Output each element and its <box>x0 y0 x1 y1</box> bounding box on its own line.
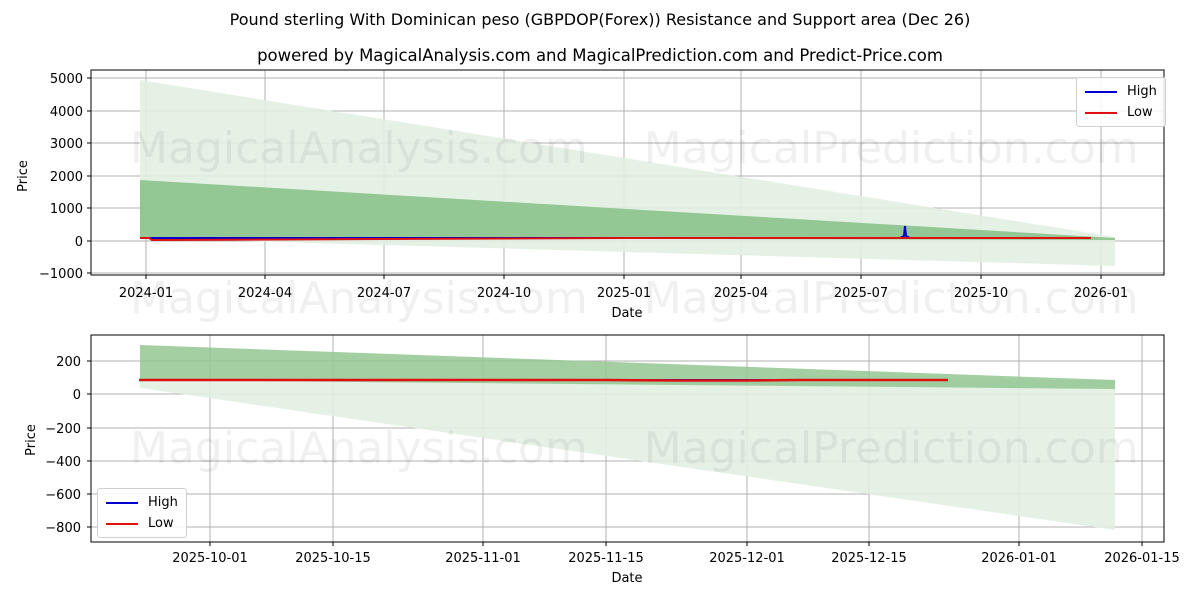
svg-text:2025-10-15: 2025-10-15 <box>295 551 371 566</box>
svg-text:2025-12-01: 2025-12-01 <box>709 551 785 566</box>
svg-text:3000: 3000 <box>50 137 83 152</box>
svg-text:2025-10-01: 2025-10-01 <box>172 551 248 566</box>
legend-item-low: Low <box>106 513 178 534</box>
svg-text:0: 0 <box>73 388 81 403</box>
bottom-band-light <box>140 380 1115 530</box>
bottom-chart: MagicalAnalysis.com MagicalPrediction.co… <box>24 334 1180 586</box>
svg-text:2025-07: 2025-07 <box>834 286 888 301</box>
bottom-y-axis-label: Price <box>24 424 39 456</box>
top-axes-frame <box>90 69 1165 276</box>
bottom-low-line <box>139 378 948 382</box>
watermark: MagicalAnalysis.com MagicalPrediction.co… <box>130 123 1139 174</box>
svg-text:2026-01: 2026-01 <box>1074 286 1128 301</box>
top-y-tick-labels: 5000 4000 3000 2000 1000 0 −1000 <box>39 72 83 282</box>
svg-text:−600: −600 <box>45 488 81 503</box>
svg-text:−800: −800 <box>45 521 81 536</box>
svg-text:4000: 4000 <box>50 105 83 120</box>
watermark: MagicalAnalysis.com MagicalPrediction.co… <box>130 273 1139 324</box>
bottom-axes-frame <box>90 334 1165 543</box>
top-chart: MagicalAnalysis.com MagicalPrediction.co… <box>16 69 1165 324</box>
top-x-tick-labels: 2024-01 2024-04 2024-07 2024-10 2025-01 … <box>119 286 1128 301</box>
legend-item-high: High <box>106 492 178 513</box>
svg-text:2025-01: 2025-01 <box>597 286 651 301</box>
low-line-swatch-icon <box>1085 111 1117 114</box>
top-y-axis-label: Price <box>16 160 31 192</box>
bottom-x-ticks <box>209 542 1143 546</box>
legend-label-low: Low <box>148 516 174 531</box>
top-band-dark <box>140 180 1115 240</box>
svg-text:200: 200 <box>56 355 81 370</box>
legend-item-high: High <box>1085 81 1157 102</box>
bottom-x-axis-label: Date <box>611 571 642 586</box>
svg-text:0: 0 <box>75 235 83 250</box>
svg-text:5000: 5000 <box>50 72 83 87</box>
svg-text:−400: −400 <box>45 455 81 470</box>
svg-text:−200: −200 <box>45 422 81 437</box>
svg-text:2025-04: 2025-04 <box>714 286 768 301</box>
legend-item-low: Low <box>1085 102 1157 123</box>
svg-text:2025-11-01: 2025-11-01 <box>445 551 521 566</box>
high-line-swatch-icon <box>1085 90 1117 93</box>
top-y-ticks <box>87 77 91 274</box>
bottom-x-tick-labels: 2025-10-01 2025-10-15 2025-11-01 2025-11… <box>172 551 1180 566</box>
watermark: MagicalAnalysis.com MagicalPrediction.co… <box>130 423 1139 474</box>
svg-text:1000: 1000 <box>50 202 83 217</box>
top-x-axis-label: Date <box>611 306 642 321</box>
svg-text:2024-07: 2024-07 <box>357 286 411 301</box>
svg-text:2026-01-15: 2026-01-15 <box>1104 551 1180 566</box>
high-line-swatch-icon <box>106 501 138 504</box>
svg-text:2025-12-15: 2025-12-15 <box>831 551 907 566</box>
svg-text:2025-10: 2025-10 <box>954 286 1008 301</box>
bottom-y-tick-labels: 200 0 −200 −400 −600 −800 <box>45 355 81 536</box>
chart-title: Pound sterling With Dominican peso (GBPD… <box>229 10 971 29</box>
svg-text:−1000: −1000 <box>39 267 83 282</box>
legend-label-high: High <box>1127 84 1157 99</box>
chart-subtitle: powered by MagicalAnalysis.com and Magic… <box>257 46 943 65</box>
svg-text:2024-01: 2024-01 <box>119 286 173 301</box>
svg-text:2025-11-15: 2025-11-15 <box>568 551 644 566</box>
top-x-ticks <box>145 275 1102 279</box>
svg-text:2024-10: 2024-10 <box>477 286 531 301</box>
svg-text:2000: 2000 <box>50 170 83 185</box>
svg-text:2026-01-01: 2026-01-01 <box>981 551 1057 566</box>
top-low-line <box>140 237 1091 241</box>
bottom-legend: High Low <box>97 488 187 538</box>
legend-label-low: Low <box>1127 105 1153 120</box>
bottom-band-dark <box>140 345 1115 389</box>
top-legend: High Low <box>1076 77 1166 127</box>
legend-label-high: High <box>148 495 178 510</box>
bottom-y-ticks <box>87 360 91 528</box>
svg-text:2024-04: 2024-04 <box>238 286 292 301</box>
low-line-swatch-icon <box>106 522 138 525</box>
